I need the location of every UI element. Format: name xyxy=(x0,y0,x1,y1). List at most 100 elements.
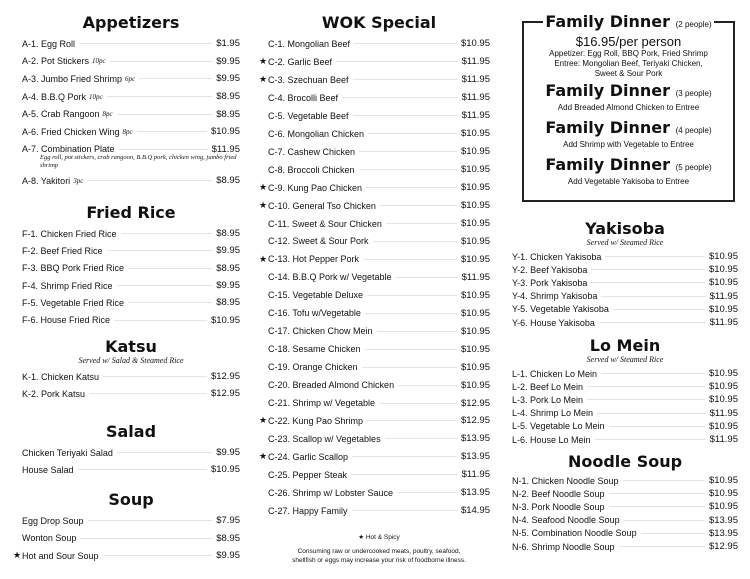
dot-leader xyxy=(358,169,457,171)
menu-item: C-20. Breaded Almond Chicken $10.95 xyxy=(268,376,490,394)
item-price: $11.95 xyxy=(211,143,240,155)
item-name: C-5. Vegetable Beef xyxy=(268,110,349,121)
menu-item: L-6. House Lo Mein $11.95 xyxy=(512,433,738,446)
item-price: $10.95 xyxy=(708,303,738,315)
menu-item: C-21. Shrimp w/ Vegetable $12.95 xyxy=(268,394,490,412)
item-list: L-1. Chicken Lo Mein $10.95 L-2. Beef Lo M… xyxy=(512,367,738,446)
item-price: $7.95 xyxy=(216,515,240,527)
item-description: Egg roll, pot stickers, crab rangoon, B.… xyxy=(40,154,237,170)
item-name: Chicken Teriyaki Salad xyxy=(22,447,113,458)
item-name: K-1. Chicken Katsu xyxy=(22,371,100,382)
item-price: $8.95 xyxy=(216,297,240,309)
item-price: $10.95 xyxy=(460,379,490,391)
section-title: Fried Rice xyxy=(86,203,176,222)
menu-item: L-3. Pork Lo Mein $10.95 xyxy=(512,393,738,406)
item-name: C-8. Broccoli Chicken xyxy=(268,164,355,175)
item-name: C-25. Pepper Steak xyxy=(268,469,348,480)
menu-section: Soup Egg Drop Soup $7.95 Wonton Soup $8.95 ★ H… xyxy=(13,491,240,565)
menu-item: F-2. Beef Fried Rice $9.95 xyxy=(22,242,240,259)
dot-leader xyxy=(367,420,457,422)
item-price: $11.95 xyxy=(709,290,738,302)
family-dinner-title: Family Dinner (3 people) xyxy=(543,82,714,103)
item-name: C-1. Mongolian Beef xyxy=(268,38,351,49)
item-price: $11.95 xyxy=(461,56,490,68)
dot-leader xyxy=(379,402,457,404)
dot-leader xyxy=(597,412,706,414)
item-name: K-2. Pork Katsu xyxy=(22,388,86,399)
item-name: Y-4. Shrimp Yakisoba xyxy=(512,291,598,302)
dot-leader xyxy=(591,282,705,284)
item-list: Chicken Teriyaki Salad $9.95 House Salad $1… xyxy=(22,444,240,479)
menu-item: Y-3. Pork Yakisoba $10.95 xyxy=(512,276,738,289)
dot-leader xyxy=(352,456,457,458)
menu-item: K-1. Chicken Katsu $12.95 xyxy=(22,368,240,385)
menu-item: F-1. Chicken Fried Rice $8.95 xyxy=(22,225,240,242)
item-price: $10.95 xyxy=(708,251,738,263)
item-name: Y-2. Beef Yakisoba xyxy=(512,264,588,275)
dot-leader xyxy=(87,520,213,522)
item-price: $11.95 xyxy=(709,407,738,419)
menu-item: C-6. Mongolian Chicken $10.95 xyxy=(268,125,490,143)
item-name: F-3. BBQ Pork Fried Rice xyxy=(22,263,125,274)
item-price: $10.95 xyxy=(460,325,490,337)
dot-leader xyxy=(591,269,705,271)
item-name: Hot and Sour Soup xyxy=(22,550,99,561)
family-dinner-box: Family Dinner (2 people) $16.95/per pers… xyxy=(522,13,735,202)
menu-item: A-8. Yakitori 3pc $8.95 xyxy=(22,172,240,190)
item-price: $11.95 xyxy=(709,317,738,329)
item-price: $10.95 xyxy=(708,277,738,289)
section-title: Katsu xyxy=(105,337,157,356)
item-name: Y-3. Pork Yakisoba xyxy=(512,277,588,288)
dot-leader xyxy=(87,180,213,182)
item-price: $10.95 xyxy=(708,264,738,276)
item-price: $10.95 xyxy=(708,394,738,406)
menu-item: F-4. Shrimp Fried Rice $9.95 xyxy=(22,277,240,294)
item-name: A-2. Pot Stickers xyxy=(22,56,90,67)
menu-item: ★ C-9. Kung Pao Chicken $10.95 xyxy=(259,179,490,197)
menu-item: A-3. Jumbo Fried Shrimp 6pc $9.95 xyxy=(22,70,240,88)
menu-item: Y-2. Beef Yakisoba $10.95 xyxy=(512,263,738,276)
menu-item: House Salad $10.95 xyxy=(22,461,240,478)
dot-leader xyxy=(640,532,705,534)
item-price: $8.95 xyxy=(216,175,240,187)
item-name: L-4. Shrimp Lo Mein xyxy=(512,408,594,419)
item-price: $9.95 xyxy=(216,280,240,292)
hot-spicy-icon: ★ xyxy=(259,415,268,426)
dot-leader xyxy=(372,240,457,242)
item-price: $10.95 xyxy=(460,307,490,319)
item-name: House Salad xyxy=(22,464,74,475)
menu-item: L-2. Beef Lo Mein $10.95 xyxy=(512,380,738,393)
dot-leader xyxy=(109,60,213,62)
item-name: N-4. Seafood Noodle Soup xyxy=(512,515,620,526)
item-name: N-5. Combination Noodle Soup xyxy=(512,528,637,539)
menu-item: ★ C-10. General Tso Chicken $10.95 xyxy=(259,197,490,215)
item-price: $13.95 xyxy=(460,433,490,445)
menu-item: C-5. Vegetable Beef $11.95 xyxy=(268,107,490,125)
family-desc: Appetizer: Egg Roll, BBQ Pork, Fried Shr… xyxy=(549,49,708,58)
item-price: $8.95 xyxy=(216,532,240,544)
menu-section: Noodle Soup N-1. Chicken Noodle Soup $10.9… xyxy=(512,453,738,553)
menu-item: N-4. Seafood Noodle Soup $13.95 xyxy=(512,514,738,527)
menu-item: C-12. Sweet & Sour Pork $10.95 xyxy=(268,232,490,250)
menu-item: Chicken Teriyaki Salad $9.95 xyxy=(22,444,240,461)
dot-leader xyxy=(587,386,705,388)
menu-item: C-26. Shrimp w/ Lobster Sauce $13.95 xyxy=(268,484,490,502)
item-price: $8.95 xyxy=(216,91,240,103)
menu-item: C-16. Tofu w/Vegetable $10.95 xyxy=(268,304,490,322)
dot-leader xyxy=(116,452,213,454)
item-name: C-19. Orange Chicken xyxy=(268,362,358,373)
item-quantity: 10pc xyxy=(92,57,106,66)
menu-item: A-6. Fried Chicken Wing 8pc $10.95 xyxy=(22,123,240,141)
family-dinner-title: Family Dinner (5 people) xyxy=(543,156,714,177)
dot-leader xyxy=(136,131,207,133)
item-name: Egg Drop Soup xyxy=(22,515,84,526)
menu-item: Y-1. Chicken Yakisoba $10.95 xyxy=(512,250,738,263)
item-price: $9.95 xyxy=(216,245,240,257)
item-price: $9.95 xyxy=(216,550,240,562)
dot-leader xyxy=(385,223,457,224)
menu-item: C-7. Cashew Chicken $10.95 xyxy=(268,143,490,161)
item-name: A-4. B.B.Q Pork xyxy=(22,91,87,102)
item-price: $10.95 xyxy=(708,475,738,487)
item-price: $9.95 xyxy=(216,73,240,85)
dot-leader xyxy=(114,319,207,321)
